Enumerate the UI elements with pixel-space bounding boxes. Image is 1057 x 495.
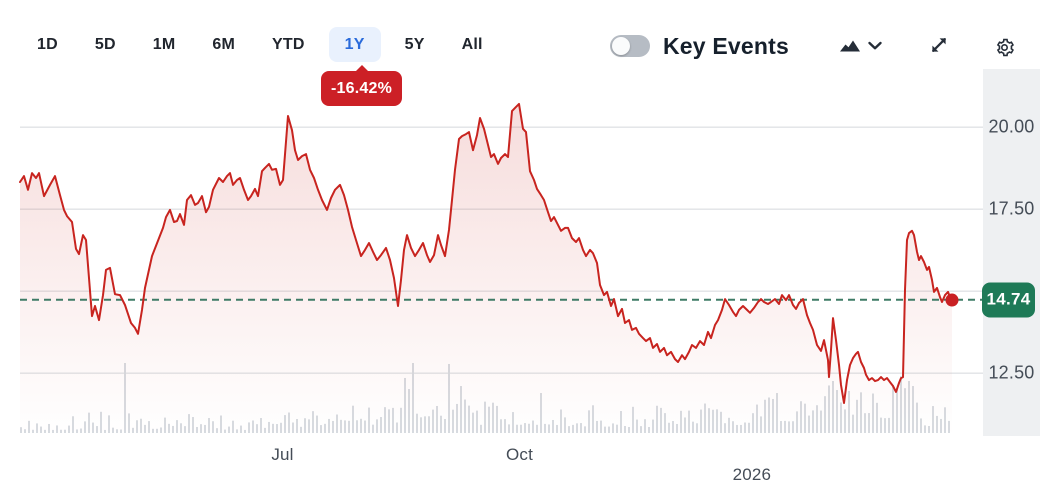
expand-icon [932,38,946,52]
range-tab-1d[interactable]: 1D [24,27,71,62]
range-tab-1m[interactable]: 1M [140,27,189,62]
range-tab-5d[interactable]: 5D [82,27,129,62]
range-tab-6m[interactable]: 6M [199,27,248,62]
key-events-toggle[interactable] [610,35,650,57]
expand-button[interactable] [929,35,949,55]
y-axis-label: 17.50 [988,198,1035,219]
settings-gear-icon [996,38,1014,57]
toolbar-controls: Key Events [0,0,1057,69]
toggle-knob [612,37,630,55]
last-price-dot [945,293,959,307]
chevron-down-icon [868,41,882,50]
area-chart-type-icon [840,40,860,52]
current-price-badge: 14.74 [982,282,1035,318]
y-axis-label: 12.50 [988,362,1035,383]
x-axis-label: Oct [505,445,534,464]
y-axis-label: 20.00 [988,116,1035,137]
price-area-fill [20,103,952,434]
range-tab-1y[interactable]: 1Y [328,27,381,62]
range-tab-ytd[interactable]: YTD [259,27,318,62]
chart-type-button[interactable] [838,36,884,56]
x-axis-label: Jul [271,445,294,464]
badge-caret-icon [354,65,369,72]
range-tabs: 1D 5D 1M 6M YTD 1Y 5Y All [24,27,496,62]
range-tab-5y[interactable]: 5Y [392,27,438,62]
change-percent-badge: -16.42% [321,65,402,106]
x-axis-label: 2026 [732,465,772,484]
chart-toolbar: 1D 5D 1M 6M YTD 1Y 5Y All Key Events [0,0,1057,69]
settings-button[interactable] [995,38,1014,57]
price-line [19,102,953,404]
y-axis-panel [983,69,1040,436]
range-tab-all[interactable]: All [449,27,496,62]
key-events-label: Key Events [663,33,790,59]
